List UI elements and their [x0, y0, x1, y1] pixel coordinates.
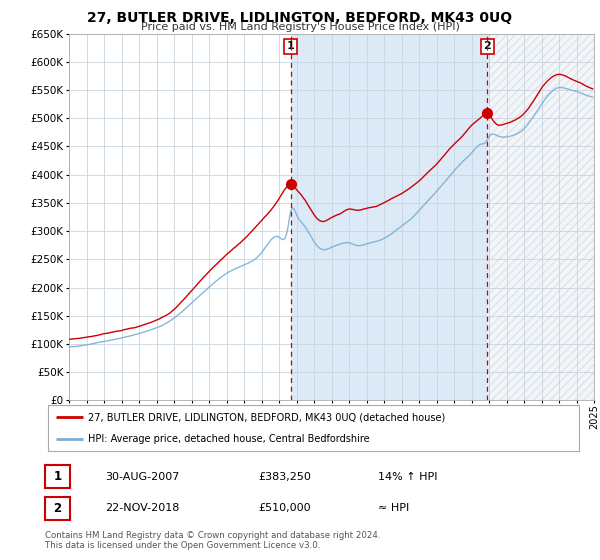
- Text: 30-AUG-2007: 30-AUG-2007: [105, 472, 179, 482]
- Text: £383,250: £383,250: [258, 472, 311, 482]
- Text: 1: 1: [53, 470, 62, 483]
- Bar: [487, 34, 594, 400]
- Text: 1: 1: [287, 41, 295, 52]
- Text: 2: 2: [484, 41, 491, 52]
- Text: 27, BUTLER DRIVE, LIDLINGTON, BEDFORD, MK43 0UQ (detached house): 27, BUTLER DRIVE, LIDLINGTON, BEDFORD, M…: [88, 412, 445, 422]
- Text: 14% ↑ HPI: 14% ↑ HPI: [378, 472, 437, 482]
- Text: 22-NOV-2018: 22-NOV-2018: [105, 503, 179, 514]
- Text: This data is licensed under the Open Government Licence v3.0.: This data is licensed under the Open Gov…: [45, 541, 320, 550]
- Text: Contains HM Land Registry data © Crown copyright and database right 2024.: Contains HM Land Registry data © Crown c…: [45, 531, 380, 540]
- Bar: [290, 34, 487, 400]
- Text: £510,000: £510,000: [258, 503, 311, 514]
- Text: HPI: Average price, detached house, Central Bedfordshire: HPI: Average price, detached house, Cent…: [88, 435, 370, 444]
- Text: ≈ HPI: ≈ HPI: [378, 503, 409, 514]
- Text: 2: 2: [53, 502, 62, 515]
- Text: 27, BUTLER DRIVE, LIDLINGTON, BEDFORD, MK43 0UQ: 27, BUTLER DRIVE, LIDLINGTON, BEDFORD, M…: [88, 11, 512, 25]
- Text: Price paid vs. HM Land Registry's House Price Index (HPI): Price paid vs. HM Land Registry's House …: [140, 22, 460, 32]
